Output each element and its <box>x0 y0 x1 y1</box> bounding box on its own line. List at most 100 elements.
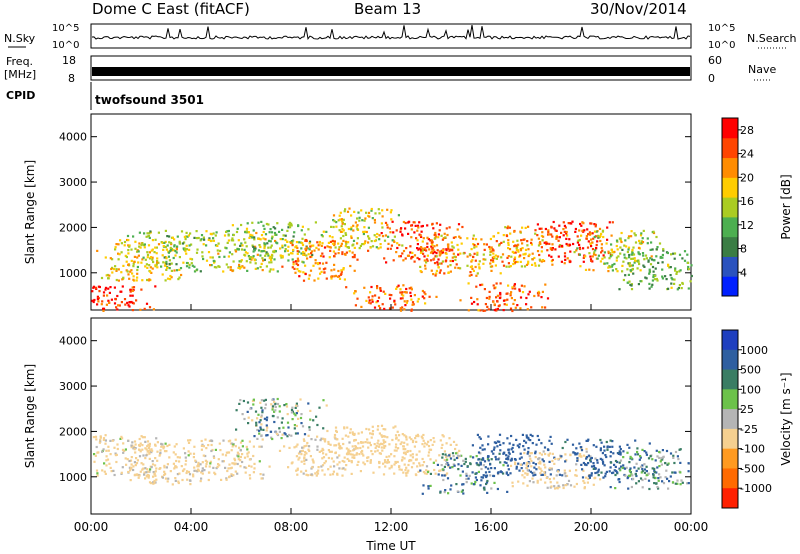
data-cell <box>383 257 386 260</box>
data-cell <box>356 217 359 220</box>
data-cell <box>443 232 446 235</box>
x-tick-label: 04:00 <box>174 520 209 534</box>
data-cell <box>227 239 230 242</box>
data-cell <box>120 251 123 254</box>
data-cell <box>299 398 302 401</box>
data-cell <box>295 404 298 407</box>
data-cell <box>100 303 103 306</box>
data-cell <box>175 263 178 266</box>
data-cell <box>489 262 492 265</box>
data-cell <box>527 293 530 296</box>
data-cell <box>485 475 488 479</box>
data-cell <box>396 460 399 464</box>
data-cell <box>258 421 261 424</box>
data-cell <box>427 445 431 448</box>
data-cell <box>670 276 673 280</box>
data-cell <box>332 250 335 253</box>
data-cell <box>201 472 204 475</box>
data-cell <box>127 244 130 247</box>
data-cell <box>434 274 437 277</box>
data-cell <box>431 246 434 249</box>
data-cell <box>115 306 118 309</box>
data-cell <box>224 246 227 249</box>
data-cell <box>610 243 613 246</box>
data-cell <box>581 229 584 232</box>
data-cell <box>281 254 284 258</box>
cpid-label: CPID <box>6 89 35 102</box>
data-cell <box>478 260 481 263</box>
y-tick-label: 3000 <box>59 176 87 189</box>
data-cell <box>438 262 441 265</box>
data-cell <box>585 463 588 467</box>
data-cell <box>421 295 424 298</box>
data-cell <box>292 239 295 242</box>
data-cell <box>205 244 208 247</box>
data-cell <box>402 249 406 253</box>
data-cell <box>673 282 676 285</box>
data-cell <box>296 260 299 263</box>
data-cell <box>322 456 326 459</box>
data-cell <box>307 228 310 231</box>
data-cell <box>268 257 271 260</box>
data-cell <box>273 420 276 424</box>
data-cell <box>449 259 452 263</box>
data-cell <box>336 456 339 459</box>
data-cell <box>543 471 546 474</box>
data-cell <box>284 433 287 436</box>
data-cell <box>399 309 403 312</box>
data-cell <box>305 254 308 257</box>
data-cell <box>415 473 418 477</box>
data-cell <box>535 468 538 471</box>
data-cell <box>433 237 436 240</box>
data-cell <box>610 234 613 237</box>
data-cell <box>525 434 528 437</box>
data-cell <box>475 245 478 248</box>
data-cell <box>425 258 429 261</box>
data-cell <box>138 245 141 248</box>
data-cell <box>624 239 627 242</box>
data-cell <box>252 250 255 253</box>
data-cell <box>108 462 111 465</box>
data-cell <box>121 285 124 288</box>
data-cell <box>398 468 401 471</box>
data-cell <box>259 428 263 431</box>
data-cell <box>506 490 509 493</box>
data-cell <box>558 224 561 227</box>
data-cell <box>385 261 388 264</box>
data-cell <box>141 436 144 439</box>
data-cell <box>349 264 352 268</box>
data-cell <box>262 224 265 227</box>
data-cell <box>291 244 294 247</box>
data-cell <box>620 231 623 235</box>
data-cell <box>524 248 528 251</box>
data-cell <box>505 292 508 295</box>
data-cell <box>275 431 278 434</box>
data-cell <box>439 469 442 472</box>
data-cell <box>106 294 109 297</box>
data-cell <box>256 437 259 440</box>
data-cell <box>465 472 468 475</box>
data-cell <box>548 460 551 463</box>
data-cell <box>151 256 154 259</box>
data-cell <box>674 482 677 485</box>
data-cell <box>184 248 187 251</box>
data-cell <box>634 439 637 442</box>
data-cell <box>599 438 602 442</box>
data-cell <box>226 469 229 473</box>
data-cell <box>507 243 510 246</box>
data-cell <box>187 470 191 474</box>
data-cell <box>456 454 460 457</box>
data-cell <box>621 248 624 251</box>
data-cell <box>264 398 267 401</box>
data-cell <box>615 244 618 248</box>
data-cell <box>538 457 541 460</box>
data-cell <box>118 253 121 256</box>
data-cell <box>621 466 624 469</box>
data-cell <box>348 459 351 462</box>
data-cell <box>470 265 473 268</box>
data-cell <box>434 472 437 475</box>
data-cell <box>582 222 585 225</box>
data-cell <box>147 443 150 446</box>
data-cell <box>655 471 658 474</box>
